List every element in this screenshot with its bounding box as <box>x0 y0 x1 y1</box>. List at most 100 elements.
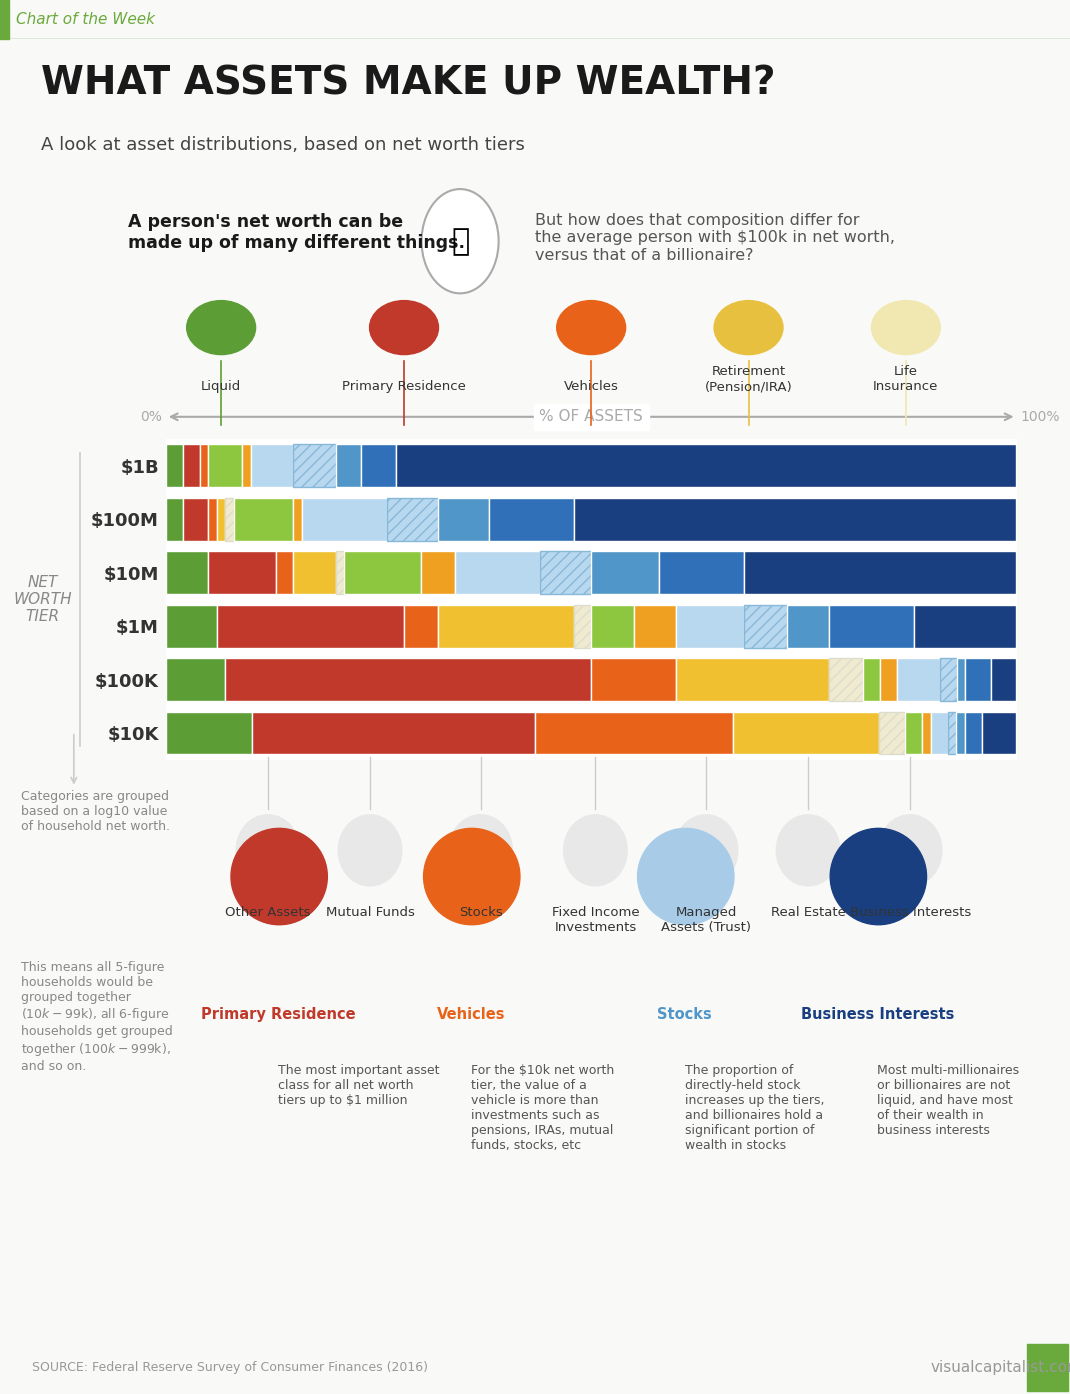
Text: Business Interests: Business Interests <box>800 1006 954 1022</box>
Bar <box>880 711 905 754</box>
Bar <box>243 445 250 487</box>
Bar <box>898 658 939 701</box>
Ellipse shape <box>674 814 738 887</box>
Text: Primary Residence: Primary Residence <box>342 381 465 393</box>
Bar <box>438 498 489 541</box>
Text: WHAT ASSETS MAKE UP WEALTH?: WHAT ASSETS MAKE UP WEALTH? <box>41 64 775 102</box>
Bar <box>166 445 183 487</box>
Text: Managed
Assets (Trust): Managed Assets (Trust) <box>661 906 751 934</box>
Bar <box>226 498 234 541</box>
Circle shape <box>424 828 520 924</box>
Text: Primary Residence: Primary Residence <box>201 1006 355 1022</box>
Bar <box>336 445 362 487</box>
Bar <box>293 498 302 541</box>
Bar <box>438 605 575 647</box>
Bar <box>991 658 1016 701</box>
Text: The proportion of
directly-held stock
increases up the tiers,
and billionaires h: The proportion of directly-held stock in… <box>685 1064 824 1151</box>
Ellipse shape <box>871 301 941 354</box>
Text: Retirement
(Pension/IRA): Retirement (Pension/IRA) <box>705 365 793 393</box>
Bar <box>745 551 1016 594</box>
Bar <box>881 658 898 701</box>
Text: Mutual Funds: Mutual Funds <box>325 906 414 919</box>
Ellipse shape <box>556 301 626 354</box>
Bar <box>633 605 676 647</box>
Bar <box>302 498 387 541</box>
Text: 0%: 0% <box>140 410 162 424</box>
Ellipse shape <box>186 301 256 354</box>
Text: Vehicles: Vehicles <box>437 1006 505 1022</box>
Text: visualcapitalist.com: visualcapitalist.com <box>931 1361 1070 1374</box>
Bar <box>209 551 276 594</box>
Text: Stocks: Stocks <box>459 906 503 919</box>
Bar <box>166 658 226 701</box>
Ellipse shape <box>777 814 840 887</box>
Bar <box>166 711 251 754</box>
Bar <box>591 605 633 647</box>
Text: Most multi-millionaires
or billionaires are not
liquid, and have most
of their w: Most multi-millionaires or billionaires … <box>877 1064 1020 1138</box>
Bar <box>234 498 293 541</box>
Bar <box>591 658 676 701</box>
Bar <box>922 711 931 754</box>
Text: Fixed Income
Investments: Fixed Income Investments <box>552 906 639 934</box>
Bar <box>166 498 183 541</box>
Text: Real Estate: Real Estate <box>770 906 845 919</box>
Ellipse shape <box>236 814 300 887</box>
Bar <box>863 658 881 701</box>
Text: A look at asset distributions, based on net worth tiers: A look at asset distributions, based on … <box>41 135 524 153</box>
Bar <box>345 551 421 594</box>
Circle shape <box>231 828 327 924</box>
Ellipse shape <box>422 190 499 293</box>
Bar <box>293 551 336 594</box>
Bar <box>676 605 745 647</box>
Ellipse shape <box>448 814 513 887</box>
Circle shape <box>638 828 734 924</box>
Text: Stocks: Stocks <box>657 1006 713 1022</box>
Text: Chart of the Week: Chart of the Week <box>16 13 155 26</box>
Bar <box>575 605 591 647</box>
Text: SOURCE: Federal Reserve Survey of Consumer Finances (2016): SOURCE: Federal Reserve Survey of Consum… <box>32 1361 428 1374</box>
Bar <box>957 711 965 754</box>
Bar <box>0 0 9 39</box>
Ellipse shape <box>714 301 783 354</box>
Bar <box>396 445 1016 487</box>
Ellipse shape <box>878 814 942 887</box>
Bar <box>362 445 396 487</box>
Bar <box>166 605 217 647</box>
Bar <box>948 711 957 754</box>
Bar <box>200 445 209 487</box>
Ellipse shape <box>369 301 439 354</box>
Text: This means all 5-figure
households would be
grouped together
($10k-$99k), all 6-: This means all 5-figure households would… <box>21 960 173 1073</box>
Bar <box>387 498 438 541</box>
Bar <box>676 658 829 701</box>
Bar <box>251 711 535 754</box>
Bar <box>250 445 293 487</box>
Bar <box>421 551 455 594</box>
Bar <box>209 498 217 541</box>
Bar <box>965 658 991 701</box>
Bar <box>455 551 540 594</box>
Bar <box>293 445 336 487</box>
Text: Vehicles: Vehicles <box>564 381 618 393</box>
Bar <box>209 445 243 487</box>
Bar <box>939 658 957 701</box>
Bar <box>276 551 293 594</box>
Bar <box>535 711 733 754</box>
Bar <box>166 551 209 594</box>
Text: NET
WORTH
TIER: NET WORTH TIER <box>14 574 72 625</box>
Bar <box>733 711 880 754</box>
Text: Other Assets: Other Assets <box>225 906 310 919</box>
Ellipse shape <box>564 814 627 887</box>
Circle shape <box>830 828 927 924</box>
Bar <box>404 605 438 647</box>
Bar <box>226 658 591 701</box>
Text: For the $10k net worth
tier, the value of a
vehicle is more than
investments suc: For the $10k net worth tier, the value o… <box>471 1064 614 1151</box>
Bar <box>183 445 200 487</box>
Bar <box>659 551 745 594</box>
Bar <box>591 551 659 594</box>
Text: Life
Insurance: Life Insurance <box>873 365 938 393</box>
Text: Categories are grouped
based on a log10 value
of household net worth.: Categories are grouped based on a log10 … <box>21 789 170 832</box>
Bar <box>829 658 863 701</box>
Bar <box>786 605 829 647</box>
Bar <box>217 498 226 541</box>
Bar <box>905 711 922 754</box>
